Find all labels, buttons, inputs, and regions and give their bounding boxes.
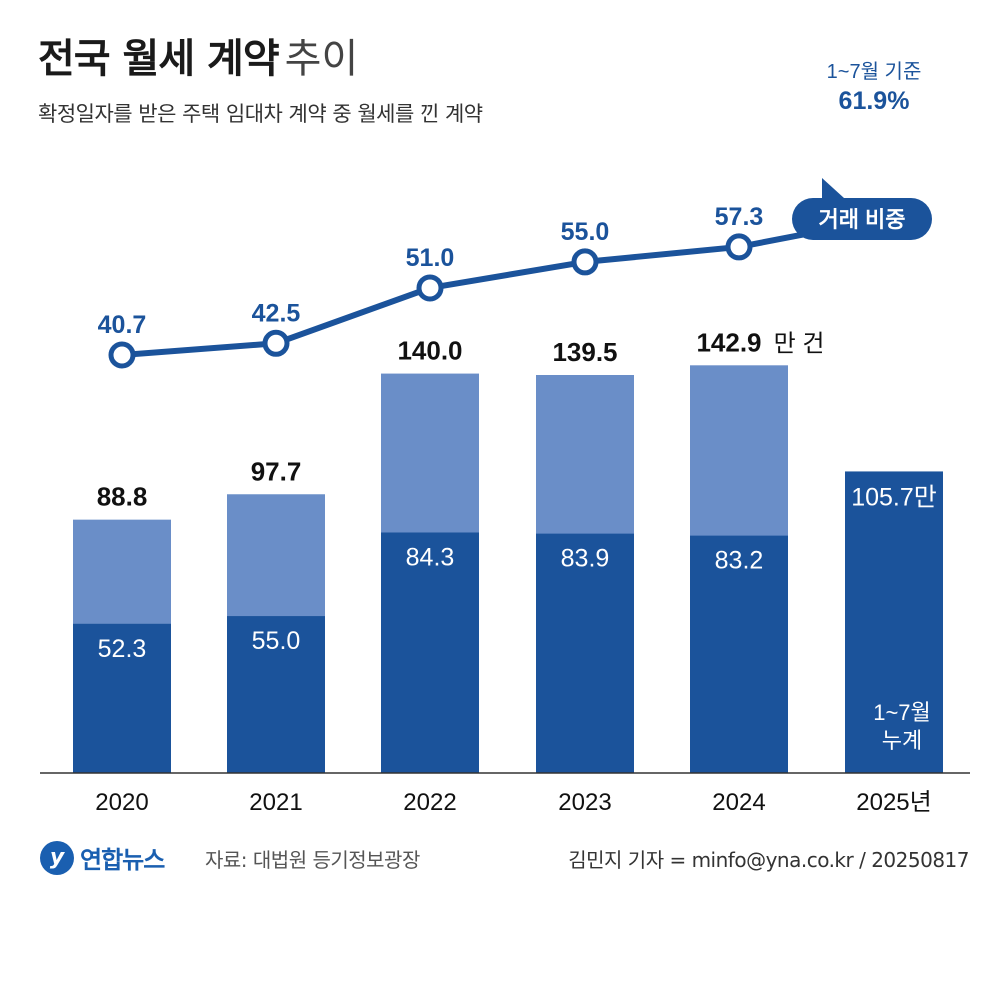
callout-pointer bbox=[822, 178, 844, 198]
bar-part-2024 bbox=[690, 535, 788, 773]
unit-label: 만 건 bbox=[774, 330, 825, 357]
title-light-part: 추이 bbox=[284, 36, 359, 82]
part-label: 83.9 bbox=[561, 545, 610, 573]
line-note: 1~7월 기준 bbox=[827, 60, 922, 83]
bar-part-2021 bbox=[227, 616, 325, 773]
line-point-2020 bbox=[108, 341, 136, 369]
source-text: 자료: 대법원 등기정보광장 bbox=[205, 848, 420, 872]
callout-text: 거래 비중 bbox=[818, 207, 905, 232]
line-point-2022 bbox=[416, 274, 444, 302]
line-point-2023 bbox=[571, 248, 599, 276]
line-label: 55.0 bbox=[561, 218, 610, 246]
part-label: 84.3 bbox=[406, 543, 455, 571]
part-label: 52.3 bbox=[98, 635, 147, 663]
chart-title: 전국 월세 계약 추이 bbox=[38, 26, 358, 84]
bar-part-2020 bbox=[73, 623, 171, 773]
line-label-last: 61.9% bbox=[839, 87, 910, 115]
credit-text: 김민지 기자 = minfo@yna.co.kr / 20250817 bbox=[568, 848, 969, 872]
total-label: 142.9 bbox=[696, 327, 761, 357]
line-label: 42.5 bbox=[252, 299, 301, 327]
x-tick-label: 2024 bbox=[712, 789, 765, 816]
total-label: 97.7 bbox=[251, 456, 302, 486]
chart-area: 52.3 88.8 2020 55.0 97.7 2021 84.3 140.0 2022 83.… bbox=[40, 60, 970, 816]
bar-part-2022 bbox=[381, 532, 479, 773]
x-tick-label: 2021 bbox=[249, 789, 302, 816]
line-series bbox=[121, 214, 895, 358]
line-label: 40.7 bbox=[98, 311, 147, 339]
part-label: 55.0 bbox=[252, 627, 301, 655]
callout-box bbox=[792, 198, 932, 240]
total-label: 140.0 bbox=[397, 336, 462, 366]
part-label: 83.2 bbox=[715, 547, 764, 575]
bar-total-2025년 bbox=[845, 471, 943, 773]
last-bar-note-line2: 누계 bbox=[882, 728, 922, 753]
bar-part-2023 bbox=[536, 533, 634, 773]
chart-subtitle: 확정일자를 받은 주택 임대차 계약 중 월세를 낀 계약 bbox=[38, 102, 483, 126]
line-label: 51.0 bbox=[406, 244, 455, 272]
logo-text: 연합뉴스 bbox=[80, 846, 165, 874]
labels-layer: 52.3 88.8 2020 55.0 97.7 2021 84.3 140.0 2022 83.… bbox=[95, 60, 936, 816]
x-tick-label: 2025년 bbox=[856, 789, 931, 816]
logo-mark-icon: y bbox=[40, 840, 74, 875]
footer: y 연합뉴스 자료: 대법원 등기정보광장 김민지 기자 = minfo@yna… bbox=[0, 830, 1005, 890]
yonhap-logo: y 연합뉴스 bbox=[40, 840, 165, 875]
total-label: 88.8 bbox=[97, 482, 148, 512]
line-point-2024 bbox=[725, 233, 753, 261]
x-tick-label: 2023 bbox=[558, 789, 611, 816]
total-label: 139.5 bbox=[552, 337, 617, 367]
x-tick-label: 2022 bbox=[403, 789, 456, 816]
last-bar-note-line1: 1~7월 bbox=[873, 700, 931, 725]
bars-layer bbox=[40, 365, 970, 774]
x-tick-label: 2020 bbox=[95, 789, 148, 816]
line-point-2021 bbox=[262, 329, 290, 357]
total-label: 105.7만 bbox=[851, 483, 937, 511]
line-label: 57.3 bbox=[715, 203, 764, 231]
title-bold-part: 전국 월세 계약 bbox=[38, 36, 280, 82]
